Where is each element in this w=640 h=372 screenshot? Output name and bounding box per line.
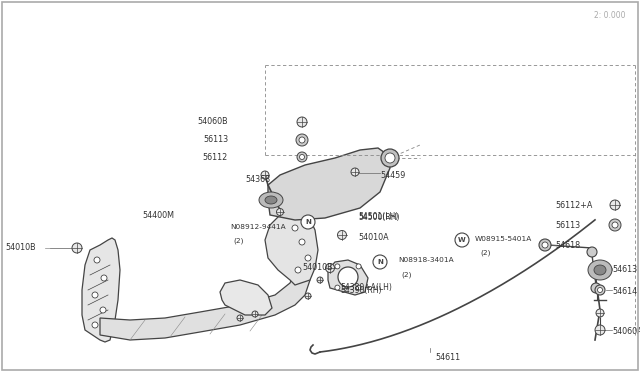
Circle shape xyxy=(356,285,361,290)
Text: N08918-3401A: N08918-3401A xyxy=(398,257,454,263)
Text: 54611: 54611 xyxy=(435,353,460,362)
Circle shape xyxy=(455,233,469,247)
Text: 54614: 54614 xyxy=(612,286,637,295)
Text: (2): (2) xyxy=(401,271,412,278)
Circle shape xyxy=(301,215,315,229)
Text: 56112+A: 56112+A xyxy=(555,201,593,209)
Text: W: W xyxy=(458,237,466,243)
Text: 56112: 56112 xyxy=(203,153,228,161)
Circle shape xyxy=(335,264,340,269)
Circle shape xyxy=(296,134,308,146)
Circle shape xyxy=(539,239,551,251)
Text: 54500(RH): 54500(RH) xyxy=(358,213,399,222)
Text: 56113: 56113 xyxy=(555,221,580,230)
Circle shape xyxy=(72,243,82,253)
Text: 54400M: 54400M xyxy=(142,211,174,219)
Polygon shape xyxy=(220,280,272,315)
Ellipse shape xyxy=(259,192,283,208)
Text: 54380+A(LH): 54380+A(LH) xyxy=(340,283,392,292)
Polygon shape xyxy=(265,210,318,285)
Circle shape xyxy=(385,153,395,163)
Text: 54390(RH): 54390(RH) xyxy=(340,286,381,295)
Circle shape xyxy=(591,283,601,293)
Circle shape xyxy=(300,154,305,160)
Circle shape xyxy=(297,117,307,127)
Text: 54368: 54368 xyxy=(245,176,270,185)
Circle shape xyxy=(299,137,305,143)
Ellipse shape xyxy=(588,260,612,280)
Circle shape xyxy=(612,222,618,228)
Circle shape xyxy=(609,219,621,231)
Text: 54060B: 54060B xyxy=(197,118,228,126)
Text: 54501(LH): 54501(LH) xyxy=(358,212,398,221)
Circle shape xyxy=(337,231,346,240)
Circle shape xyxy=(587,247,597,257)
Circle shape xyxy=(338,267,358,287)
Circle shape xyxy=(100,307,106,313)
Polygon shape xyxy=(82,238,120,342)
Text: N08912-9441A: N08912-9441A xyxy=(230,224,285,230)
Ellipse shape xyxy=(265,196,277,204)
Polygon shape xyxy=(268,148,390,220)
Circle shape xyxy=(295,267,301,273)
Text: 54618: 54618 xyxy=(555,241,580,250)
Circle shape xyxy=(237,315,243,321)
Text: 54060A: 54060A xyxy=(612,327,640,337)
Circle shape xyxy=(381,149,399,167)
Circle shape xyxy=(101,275,107,281)
Circle shape xyxy=(92,322,98,328)
Circle shape xyxy=(598,288,602,292)
Text: 54010B: 54010B xyxy=(302,263,333,273)
Polygon shape xyxy=(328,260,368,295)
Circle shape xyxy=(326,263,335,273)
Text: 54010A: 54010A xyxy=(358,232,388,241)
Text: (2): (2) xyxy=(233,238,243,244)
Circle shape xyxy=(305,293,311,299)
Circle shape xyxy=(299,239,305,245)
Text: W08915-5401A: W08915-5401A xyxy=(475,236,532,242)
Circle shape xyxy=(610,200,620,210)
Circle shape xyxy=(297,152,307,162)
Circle shape xyxy=(92,292,98,298)
Text: 56113: 56113 xyxy=(203,135,228,144)
Circle shape xyxy=(595,325,605,335)
Circle shape xyxy=(335,285,340,290)
Text: 54010B: 54010B xyxy=(5,244,36,253)
Polygon shape xyxy=(100,258,310,340)
Text: N: N xyxy=(305,219,311,225)
Circle shape xyxy=(276,208,284,215)
Text: 54459: 54459 xyxy=(380,170,405,180)
Circle shape xyxy=(595,285,605,295)
Circle shape xyxy=(542,242,548,248)
Ellipse shape xyxy=(594,265,606,275)
Circle shape xyxy=(373,255,387,269)
Circle shape xyxy=(596,309,604,317)
Circle shape xyxy=(317,277,323,283)
Circle shape xyxy=(252,311,258,317)
Text: 54613: 54613 xyxy=(612,266,637,275)
Circle shape xyxy=(351,168,359,176)
Text: N: N xyxy=(377,259,383,265)
Circle shape xyxy=(261,171,269,179)
Text: (2): (2) xyxy=(480,250,490,257)
Circle shape xyxy=(305,255,311,261)
Circle shape xyxy=(356,264,361,269)
Circle shape xyxy=(292,225,298,231)
Text: 2: 0.000: 2: 0.000 xyxy=(593,11,625,20)
Circle shape xyxy=(94,257,100,263)
